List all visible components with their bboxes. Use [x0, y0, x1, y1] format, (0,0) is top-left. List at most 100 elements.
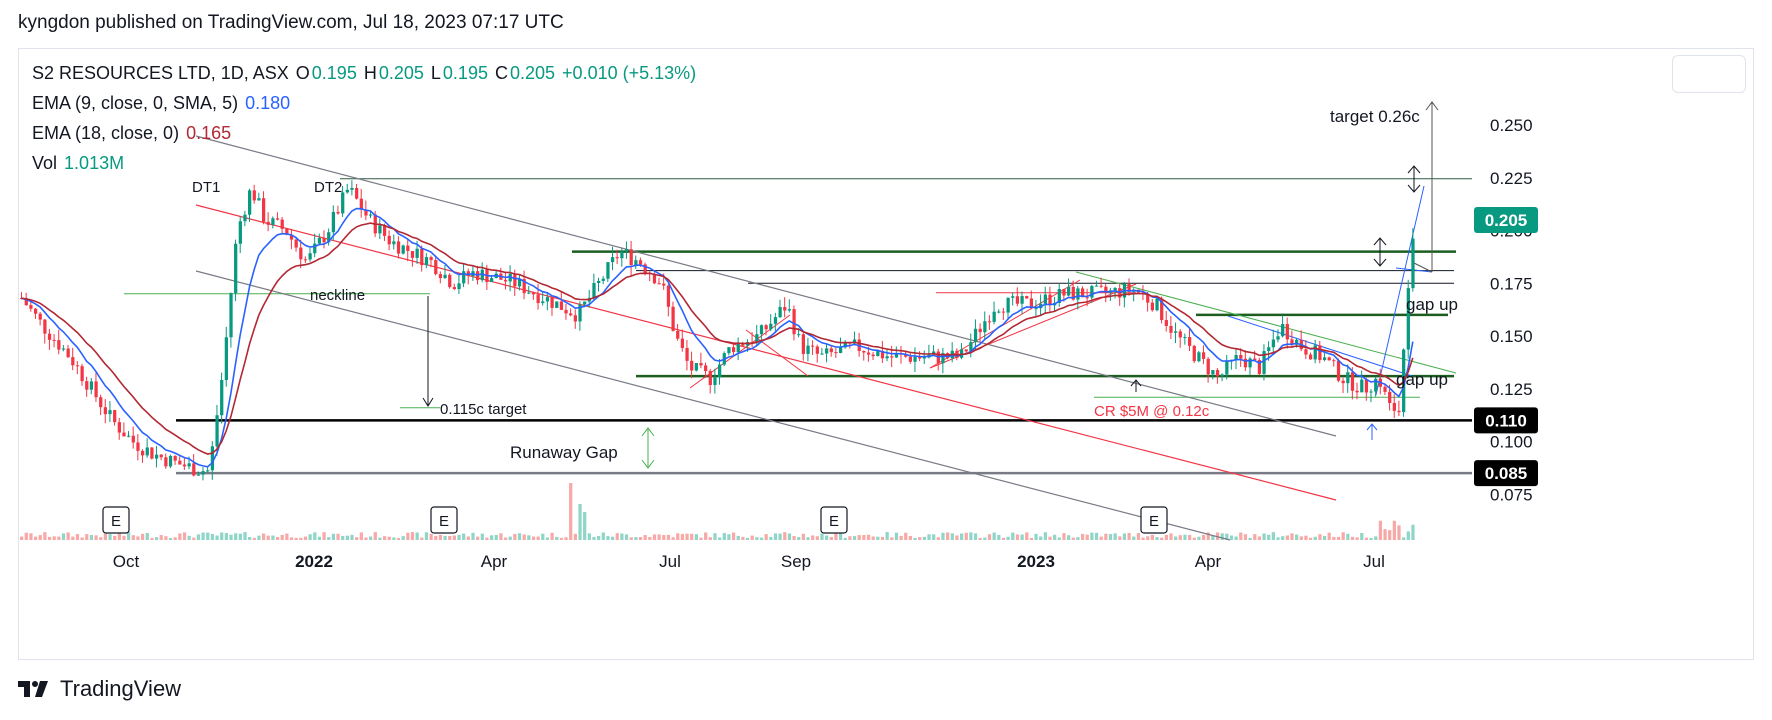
volume-bar [624, 534, 629, 540]
volume-bar [462, 533, 466, 540]
candle-body [1253, 358, 1257, 361]
earnings-marker-label: E [439, 513, 449, 530]
candle-body [266, 221, 270, 225]
candle [462, 264, 466, 288]
x-tick-label: Sep [781, 552, 811, 571]
volume-bar [192, 537, 196, 540]
price-tag: 0.205 [1474, 206, 1538, 233]
volume-bar [1187, 534, 1192, 540]
annotations: DT1 DT2 neckline 0.115c target Runaway Gap CR… [192, 107, 1458, 469]
volume-bar [713, 533, 717, 540]
candle-body [406, 245, 410, 252]
volume-bar [1229, 535, 1234, 540]
close-label: C [494, 63, 508, 83]
candle-body [876, 351, 880, 357]
volume-bar [159, 535, 163, 540]
candle-body [792, 309, 796, 335]
ema-slow-line [21, 222, 1414, 455]
volume-bar [1197, 536, 1201, 540]
candle-body [1364, 379, 1369, 393]
chart-menu-button[interactable] [1672, 55, 1746, 93]
ema-slow-legend[interactable]: EMA (18, close, 0) 0.165 [32, 123, 233, 144]
volume-bar [1067, 535, 1071, 540]
volume-bar [606, 536, 610, 540]
candle-body [1067, 286, 1071, 296]
candle [1169, 316, 1173, 340]
candle [1374, 377, 1378, 397]
volume-bar [690, 533, 694, 540]
candle-body [448, 274, 452, 288]
candle [536, 284, 540, 310]
volume-bar [80, 537, 84, 540]
earnings-marker[interactable]: E [102, 506, 130, 534]
candle [731, 343, 736, 357]
volume-bar [1346, 533, 1350, 540]
candle [345, 183, 349, 194]
candle-body [573, 315, 577, 322]
ema-fast-legend[interactable]: EMA (9, close, 0, SMA, 5) 0.180 [32, 93, 292, 114]
volume-bar [420, 537, 424, 540]
candle-body [815, 346, 819, 354]
candle-body [275, 218, 280, 220]
candle [1001, 307, 1006, 320]
cr-label: CR $5M @ 0.12c [1094, 403, 1210, 420]
candle [387, 230, 391, 251]
candle-body [704, 365, 708, 372]
candle-body [1281, 324, 1285, 337]
candle [271, 216, 275, 229]
candle [517, 274, 522, 291]
candle-body [1104, 286, 1108, 293]
candle [913, 347, 917, 372]
candle [843, 340, 847, 349]
earnings-marker[interactable]: E [1140, 506, 1168, 534]
candle-body [261, 198, 266, 222]
candle-body [545, 297, 550, 302]
candle-body [759, 325, 764, 335]
earnings-marker[interactable]: E [820, 506, 848, 534]
candle-body [708, 371, 712, 385]
candle-body [1257, 360, 1262, 374]
volume-bar [252, 537, 256, 540]
candle-body [615, 257, 619, 259]
candle [1183, 333, 1187, 345]
volume-bar [792, 535, 796, 540]
candle-body [894, 353, 899, 358]
price-tag-label: 0.110 [1485, 411, 1527, 430]
chart-panel[interactable] [18, 48, 1754, 660]
candle-body [252, 190, 256, 201]
candle-body [987, 321, 992, 323]
candle-body [303, 259, 308, 261]
candle-body [736, 342, 740, 353]
symbol-legend[interactable]: S2 RESOURCES LTD, 1D, ASX O 0.195 H 0.205 … [32, 63, 698, 84]
earnings-marker[interactable]: E [430, 506, 458, 534]
candle [1192, 344, 1196, 364]
candle [1397, 400, 1401, 417]
signal-arrow-head [1366, 423, 1378, 431]
volume-bar [1108, 534, 1113, 540]
volume-bar [182, 532, 187, 540]
candle-body [666, 285, 671, 307]
candle [541, 291, 545, 306]
volume-bar [904, 532, 908, 540]
ema-fast-value: 0.180 [245, 93, 291, 113]
candle [1406, 279, 1410, 359]
candle-body [908, 356, 913, 362]
candle [806, 337, 810, 362]
y-tick-label: 0.075 [1490, 485, 1533, 504]
candle-body [103, 407, 108, 415]
candle [1104, 283, 1108, 303]
candle [592, 273, 596, 301]
volume-bar [317, 536, 322, 540]
candle [243, 210, 247, 227]
candle [578, 301, 582, 331]
volume-bar [178, 533, 182, 540]
volume-bar [238, 533, 242, 540]
open-value: 0.195 [311, 63, 357, 83]
close-value: 0.205 [509, 63, 556, 83]
volume-legend[interactable]: Vol 1.013M [32, 153, 126, 174]
candle-body [1397, 410, 1401, 413]
earnings-marker-box [1140, 506, 1168, 534]
volume-bar [610, 536, 615, 540]
candle [466, 268, 470, 285]
